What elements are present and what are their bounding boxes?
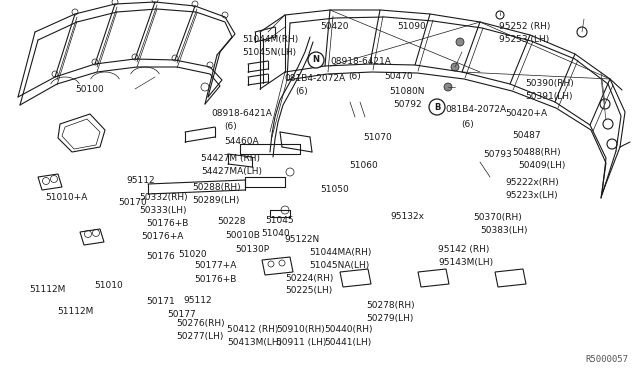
Text: 51045N(LH): 51045N(LH) <box>242 48 296 57</box>
Text: 50100: 50100 <box>76 85 104 94</box>
Text: 50176+A: 50176+A <box>141 232 183 241</box>
Text: 50176: 50176 <box>146 252 175 261</box>
Text: 081B4-2072A: 081B4-2072A <box>445 105 506 113</box>
Text: 51045: 51045 <box>266 216 294 225</box>
Text: 50370(RH): 50370(RH) <box>474 213 522 222</box>
Text: 95112: 95112 <box>127 176 156 185</box>
Text: N: N <box>312 55 319 64</box>
Text: 51050: 51050 <box>320 185 349 194</box>
Text: 95253 (LH): 95253 (LH) <box>499 35 550 44</box>
Text: 51060: 51060 <box>349 161 378 170</box>
Text: 50383(LH): 50383(LH) <box>480 226 527 235</box>
Text: 95142 (RH): 95142 (RH) <box>438 245 490 254</box>
Circle shape <box>308 52 324 68</box>
Text: 95252 (RH): 95252 (RH) <box>499 22 550 31</box>
Text: 54427M (RH): 54427M (RH) <box>201 154 260 163</box>
Text: 95132x: 95132x <box>390 212 424 221</box>
Text: 95223x(LH): 95223x(LH) <box>506 191 558 200</box>
Text: 50176+B: 50176+B <box>146 219 188 228</box>
Text: 50278(RH): 50278(RH) <box>366 301 415 310</box>
Text: 50488(RH): 50488(RH) <box>512 148 561 157</box>
Text: 51044MA(RH): 51044MA(RH) <box>309 248 371 257</box>
Text: 50470: 50470 <box>385 72 413 81</box>
Text: 50277(LH): 50277(LH) <box>176 332 223 341</box>
Text: 50276(RH): 50276(RH) <box>176 319 225 328</box>
Text: 50177: 50177 <box>168 310 196 319</box>
Text: 54427MA(LH): 54427MA(LH) <box>201 167 262 176</box>
Text: 51112M: 51112M <box>58 307 94 316</box>
Text: 50176+B: 50176+B <box>194 275 236 284</box>
Text: 50441(LH): 50441(LH) <box>324 338 371 347</box>
Circle shape <box>451 63 459 71</box>
Text: 95222x(RH): 95222x(RH) <box>506 178 559 187</box>
Text: 50390(RH): 50390(RH) <box>525 79 573 88</box>
Circle shape <box>456 38 464 46</box>
Text: 50333(LH): 50333(LH) <box>140 206 187 215</box>
Text: 50391(LH): 50391(LH) <box>525 92 572 101</box>
Text: 50440(RH): 50440(RH) <box>324 325 372 334</box>
Text: (6): (6) <box>461 119 474 128</box>
Text: 51044M(RH): 51044M(RH) <box>242 35 298 44</box>
Text: 50225(LH): 50225(LH) <box>285 286 332 295</box>
Text: 50332(RH): 50332(RH) <box>140 193 188 202</box>
Circle shape <box>444 83 452 91</box>
Text: 51040: 51040 <box>261 229 290 238</box>
Text: 95112: 95112 <box>184 296 212 305</box>
Text: 54460A: 54460A <box>224 137 259 146</box>
Text: 081B4-2072A: 081B4-2072A <box>285 74 346 83</box>
Text: 51070: 51070 <box>364 133 392 142</box>
Text: (6): (6) <box>224 122 237 131</box>
Text: 50228: 50228 <box>218 217 246 226</box>
Text: 50911 (LH): 50911 (LH) <box>276 338 327 347</box>
Text: 50409(LH): 50409(LH) <box>518 161 566 170</box>
Text: 50420: 50420 <box>320 22 349 31</box>
Text: B: B <box>434 103 440 112</box>
Text: (6): (6) <box>295 87 308 96</box>
Text: 50170: 50170 <box>118 198 147 207</box>
Text: 51090: 51090 <box>397 22 426 31</box>
Circle shape <box>429 99 445 115</box>
Text: 51080N: 51080N <box>389 87 424 96</box>
Text: 50177+A: 50177+A <box>194 262 236 270</box>
Text: 95122N: 95122N <box>285 235 320 244</box>
Text: 50224(RH): 50224(RH) <box>285 274 333 283</box>
Text: 50171: 50171 <box>146 297 175 306</box>
Text: 50289(LH): 50289(LH) <box>192 196 239 205</box>
Text: 50288(RH): 50288(RH) <box>192 183 241 192</box>
Text: 95143M(LH): 95143M(LH) <box>438 258 493 267</box>
Text: 51010+A: 51010+A <box>45 193 87 202</box>
Text: 51045NA(LH): 51045NA(LH) <box>309 262 369 270</box>
Text: 50793: 50793 <box>483 150 512 159</box>
Text: 51020: 51020 <box>178 250 207 259</box>
Text: R5000057: R5000057 <box>585 355 628 364</box>
Text: 50412 (RH): 50412 (RH) <box>227 325 278 334</box>
Text: 08918-6421A: 08918-6421A <box>211 109 272 118</box>
Text: 51112M: 51112M <box>29 285 65 294</box>
Text: 50413M(LH): 50413M(LH) <box>227 338 282 347</box>
Text: 50010B: 50010B <box>225 231 260 240</box>
Text: 50130P: 50130P <box>236 245 269 254</box>
Text: 08918-6421A: 08918-6421A <box>330 58 391 67</box>
Text: 50487: 50487 <box>512 131 541 140</box>
Text: 50792: 50792 <box>394 100 422 109</box>
Text: 50910(RH): 50910(RH) <box>276 325 325 334</box>
Text: (6): (6) <box>348 73 361 81</box>
Text: 50420+A: 50420+A <box>506 109 548 118</box>
Text: 50279(LH): 50279(LH) <box>366 314 413 323</box>
Text: 51010: 51010 <box>95 281 124 290</box>
